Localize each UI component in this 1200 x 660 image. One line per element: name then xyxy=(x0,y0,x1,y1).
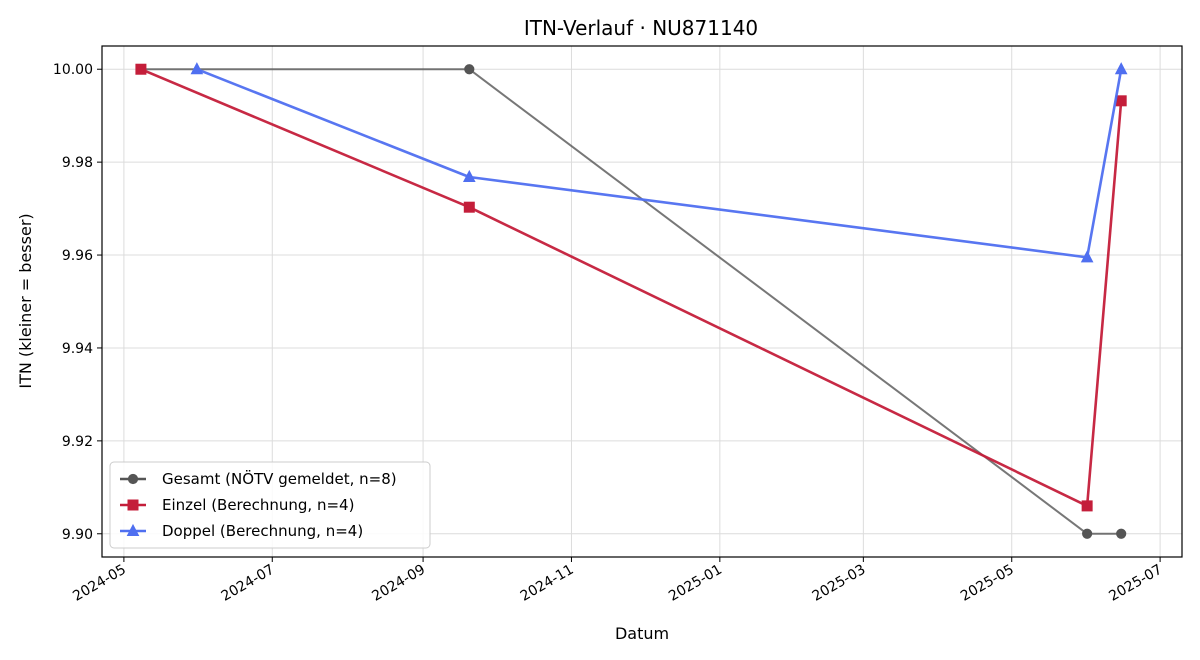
legend-marker xyxy=(127,473,139,485)
data-point xyxy=(1082,528,1093,539)
data-point xyxy=(1114,62,1128,75)
data-point xyxy=(1081,500,1093,512)
legend-marker xyxy=(127,499,139,511)
x-tick-label: 2025-01 xyxy=(666,562,725,605)
legend-item: Doppel (Berechnung, n=4) xyxy=(120,522,363,540)
y-tick-label: 9.96 xyxy=(62,248,93,264)
data-point xyxy=(135,63,147,75)
x-tick-label: 2024-05 xyxy=(70,562,129,605)
x-tick-label: 2024-07 xyxy=(219,562,278,605)
legend-box xyxy=(109,461,431,549)
series-lines xyxy=(135,62,1128,539)
legend-item: Gesamt (NÖTV gemeldet, n=8) xyxy=(120,469,397,488)
y-tick-label: 10.00 xyxy=(53,62,93,78)
y-tick-label: 9.94 xyxy=(62,341,93,357)
chart-title: ITN-Verlauf · NU871140 xyxy=(524,16,758,40)
x-tick-label: 2024-11 xyxy=(518,562,577,605)
series-2 xyxy=(135,63,1127,512)
legend-label: Gesamt (NÖTV gemeldet, n=8) xyxy=(162,469,397,488)
data-point xyxy=(1115,95,1127,107)
legend-item: Einzel (Berechnung, n=4) xyxy=(120,496,354,514)
legend: Gesamt (NÖTV gemeldet, n=8) Einzel (Berec… xyxy=(109,461,431,549)
data-point xyxy=(463,201,475,213)
x-tick-label: 2025-03 xyxy=(810,562,869,605)
x-tick-label: 2024-09 xyxy=(369,562,428,605)
data-point xyxy=(190,62,204,75)
legend-marker xyxy=(126,523,140,536)
y-tick-label: 9.98 xyxy=(62,155,93,171)
x-tick-label: 2025-05 xyxy=(958,562,1017,605)
x-axis-label: Datum xyxy=(615,624,669,643)
data-point xyxy=(462,169,476,183)
y-tick-label: 9.90 xyxy=(62,527,93,543)
series-line xyxy=(140,68,1122,535)
series-line xyxy=(196,68,1123,259)
series-3 xyxy=(190,62,1128,263)
legend-label: Doppel (Berechnung, n=4) xyxy=(162,522,363,540)
y-axis-label: ITN (kleiner = besser) xyxy=(16,213,35,388)
series-line xyxy=(140,68,1123,508)
data-point xyxy=(1116,528,1127,539)
x-axis-ticks: 2024-05 2024-07 2024-09 2024-11 2025-01 2025-… xyxy=(70,557,1165,605)
y-axis-ticks: 9.90 9.92 9.94 9.96 9.98 10.00 xyxy=(53,62,102,543)
x-tick-label: 2025-07 xyxy=(1106,562,1165,605)
legend-label: Einzel (Berechnung, n=4) xyxy=(162,496,354,514)
plot-frame xyxy=(101,45,1183,558)
data-point xyxy=(464,64,475,75)
grid xyxy=(102,46,1182,557)
y-tick-label: 9.92 xyxy=(62,434,93,450)
data-point xyxy=(1080,250,1094,263)
